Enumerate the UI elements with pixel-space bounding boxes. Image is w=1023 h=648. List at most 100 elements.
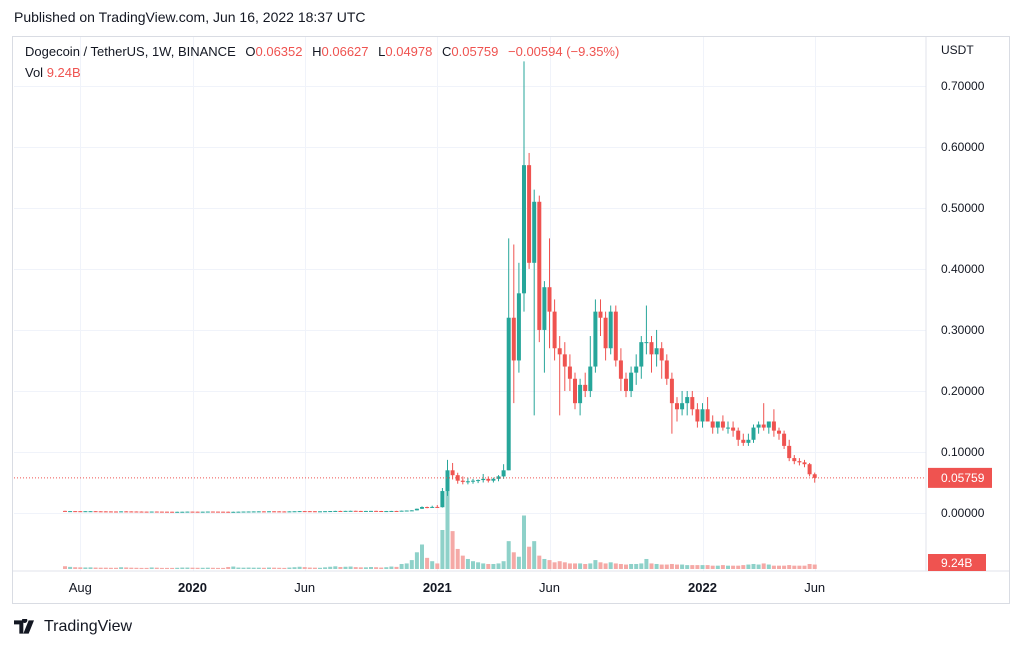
candle-body — [542, 287, 547, 330]
candle-body — [282, 511, 287, 513]
volume-bar — [287, 567, 292, 569]
candle-body — [195, 511, 200, 513]
volume-bar — [450, 531, 455, 569]
x-tick-label: Jun — [539, 580, 560, 595]
volume-bar — [78, 567, 83, 569]
candle-body — [465, 481, 470, 483]
volume-bar — [435, 563, 440, 569]
volume-bar — [695, 565, 700, 569]
candle-body — [557, 348, 562, 355]
ohlc-legend: Dogecoin / TetherUS, 1W, BINANCE O0.0635… — [25, 44, 619, 59]
volume-bar — [496, 563, 501, 569]
candle-body — [511, 317, 516, 361]
candle-body — [231, 511, 236, 513]
volume-bar — [119, 567, 124, 569]
candle-body — [797, 461, 802, 463]
footer-brand: TradingView — [44, 618, 133, 635]
candle-body — [226, 511, 231, 513]
candle-body — [159, 511, 164, 513]
candle-body — [149, 511, 154, 513]
candle-body — [792, 458, 797, 462]
candle-body — [746, 439, 751, 443]
candle-body — [618, 360, 623, 379]
volume-bar — [292, 567, 297, 569]
candle-body — [562, 354, 567, 367]
volume-bar — [761, 563, 766, 569]
candle-body — [144, 511, 149, 513]
candle-body — [277, 511, 282, 513]
candle-body — [731, 427, 736, 431]
volume-bar — [251, 567, 256, 569]
volume-bar — [659, 564, 664, 569]
candle-body — [771, 421, 776, 431]
volume-bar — [542, 558, 547, 569]
volume-bar — [297, 566, 302, 569]
volume-bar — [624, 564, 628, 569]
candle-body — [180, 511, 185, 513]
candle-body — [389, 510, 394, 512]
low-label: L — [378, 44, 386, 59]
open-value: 0.06352 — [255, 44, 303, 59]
open-label: O — [245, 44, 256, 59]
volume-bar — [629, 563, 634, 569]
volume-bar — [348, 566, 353, 569]
candle-body — [88, 511, 93, 513]
high-value: 0.06627 — [321, 44, 369, 59]
volume-bar — [751, 563, 756, 569]
candle-body — [210, 511, 215, 513]
volume-bar — [103, 567, 108, 569]
chart-frame[interactable] — [12, 36, 1010, 604]
candle-body — [522, 165, 526, 294]
y-tick-label: 0.20000 — [941, 384, 985, 398]
volume-bar — [379, 567, 384, 569]
candle-body — [272, 511, 277, 513]
volume-bar — [272, 567, 277, 569]
volume-bar — [455, 548, 460, 569]
candle-body — [394, 510, 399, 512]
close-label: C — [442, 44, 452, 59]
volume-bar — [307, 567, 312, 569]
tradingview-footer[interactable]: TradingView — [14, 618, 132, 636]
volume-bar — [134, 567, 139, 569]
volume-bar — [756, 564, 761, 569]
volume-bars — [63, 491, 817, 569]
candle-body — [236, 511, 241, 513]
candle-body — [506, 317, 511, 471]
volume-bar — [634, 563, 639, 569]
candle-body — [639, 342, 644, 367]
candle-body — [384, 511, 389, 513]
volume-bar — [73, 567, 78, 569]
volume-bar — [685, 565, 690, 569]
volume-bar — [277, 567, 282, 569]
candle-body — [496, 476, 501, 479]
volume-bar — [618, 563, 623, 569]
volume-bar — [312, 567, 317, 569]
candle-body — [343, 510, 348, 512]
candle-body — [379, 511, 384, 513]
candle-body — [175, 511, 180, 513]
volume-bar — [562, 562, 567, 569]
volume-bar — [802, 565, 807, 569]
candle-body — [450, 470, 455, 476]
candle-body — [669, 378, 674, 404]
y-tick-label: 0.30000 — [941, 323, 985, 337]
candle-body — [98, 511, 103, 513]
volume-bar — [246, 567, 251, 569]
candle-body — [139, 511, 144, 513]
x-tick-label: Aug — [69, 580, 92, 595]
volume-bar — [389, 566, 394, 569]
y-tick-label: 0.70000 — [941, 79, 985, 93]
volume-bar — [205, 567, 210, 569]
candle-body — [471, 480, 475, 482]
volume-bar — [195, 567, 200, 569]
candle-body — [680, 403, 685, 410]
tradingview-logo-icon — [14, 619, 34, 634]
y-axis-labels: 0.70000 0.60000 0.50000 0.40000 0.30000 0.200… — [941, 79, 985, 520]
volume-bar — [236, 567, 241, 569]
close-value: 0.05759 — [451, 44, 499, 59]
candle-body — [338, 510, 343, 512]
volume-bar — [639, 563, 644, 569]
candles — [63, 61, 817, 513]
change-value: −0.00594 (−9.35%) — [508, 44, 620, 59]
